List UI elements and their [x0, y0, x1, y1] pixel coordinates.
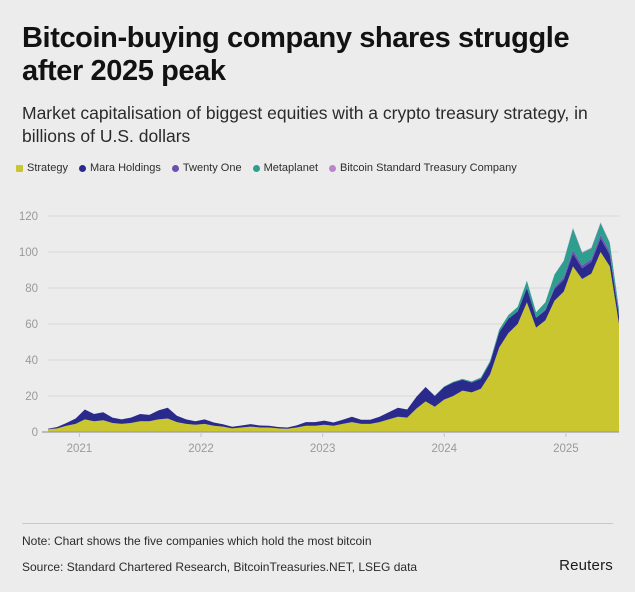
- y-axis-tick-label: 80: [25, 283, 38, 295]
- y-axis-tick-label: 20: [25, 391, 38, 403]
- legend-swatch-icon: [171, 164, 179, 172]
- chart-note: Note: Chart shows the five companies whi…: [22, 534, 372, 548]
- area-series-strategy: [48, 252, 619, 433]
- chart-footer: Note: Chart shows the five companies whi…: [0, 523, 635, 592]
- stacked-area-chart: 0 20 40 60 80 100 120 2021 2022 2023 2024 2025: [19, 211, 619, 455]
- page-title: Bitcoin-buying company shares struggle a…: [22, 22, 570, 88]
- legend-item-metaplanet[interactable]: Metaplanet: [252, 162, 319, 175]
- area-series-mara-holdings: [48, 238, 619, 430]
- legend-item-mara-holdings[interactable]: Mara Holdings: [78, 162, 161, 175]
- legend-swatch-icon: [252, 164, 260, 172]
- x-axis-tick-label: 2025: [553, 443, 579, 455]
- legend-swatch-icon: [16, 164, 23, 172]
- chart-subtitle: Market capitalisation of biggest equitie…: [22, 103, 588, 147]
- x-axis-tick-label: 2024: [431, 443, 457, 455]
- y-axis-tick-label: 100: [19, 247, 38, 259]
- y-axis-tick-label: 60: [25, 319, 38, 331]
- legend-label: Strategy: [27, 162, 68, 175]
- x-axis-tick-label: 2021: [67, 443, 93, 455]
- legend-item-twenty-one[interactable]: Twenty One: [171, 162, 242, 175]
- chart-plot-area: 0 20 40 60 80 100 120 2021 2022 2023 2024 2025: [0, 180, 635, 470]
- reuters-brand: Reuters: [559, 557, 613, 574]
- legend-swatch-icon: [78, 164, 86, 172]
- x-axis-tick-label: 2023: [310, 443, 336, 455]
- chart-header: Bitcoin-buying company shares struggle a…: [0, 0, 635, 148]
- footer-divider: [22, 523, 613, 524]
- legend-swatch-icon: [329, 164, 337, 172]
- chart-legend: Strategy Mara Holdings Twenty One Metaplane…: [0, 148, 635, 174]
- x-axis-tick-label: 2022: [188, 443, 214, 455]
- legend-item-bitcoin-standard-treasury-company[interactable]: Bitcoin Standard Treasury Company: [329, 162, 517, 174]
- source-row: Source: Standard Chartered Research, Bit…: [22, 557, 613, 574]
- legend-label: Twenty One: [182, 162, 242, 175]
- legend-item-strategy[interactable]: Strategy: [16, 162, 68, 174]
- stacked-series-group: [48, 222, 619, 433]
- chart-source: Source: Standard Chartered Research, Bit…: [22, 560, 418, 574]
- legend-label: Metaplanet: [263, 162, 319, 175]
- y-axis-tick-label: 120: [19, 211, 38, 223]
- legend-label: Bitcoin Standard Treasury Company: [340, 162, 517, 175]
- y-axis-tick-label: 40: [25, 355, 38, 367]
- legend-label: Mara Holdings: [89, 162, 161, 175]
- y-axis-tick-label: 0: [32, 427, 38, 439]
- x-axis-labels: 2021 2022 2023 2024 2025: [67, 432, 579, 455]
